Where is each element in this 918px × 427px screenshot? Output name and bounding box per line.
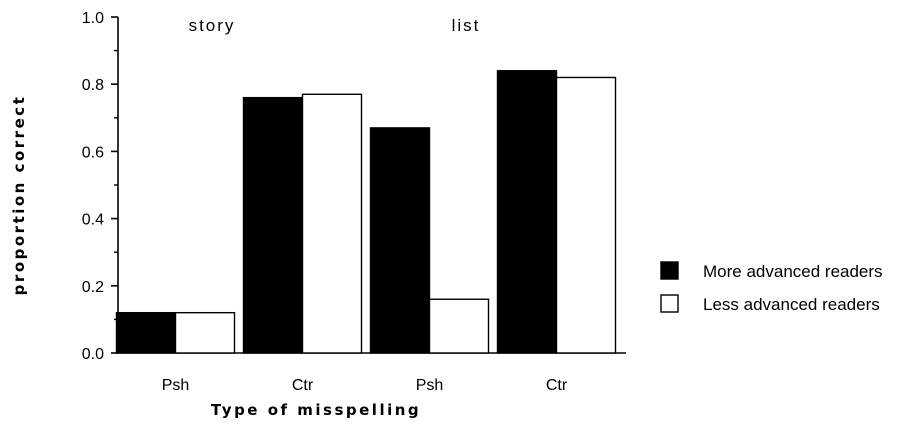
x-tick-label: Ctr <box>546 377 568 394</box>
legend-swatch-less-advanced <box>660 294 679 313</box>
y-tick-label: 0.6 <box>82 144 104 161</box>
bar-less-advanced-2 <box>428 298 490 354</box>
legend: More advanced readers Less advanced reade… <box>660 261 883 314</box>
x-tick-label: Ctr <box>292 377 314 394</box>
x-tick-label: Psh <box>416 377 444 394</box>
bars <box>115 70 617 354</box>
x-tick-label: Psh <box>162 377 190 394</box>
y-tick-label: 0.0 <box>82 346 104 363</box>
y-tick-label: 1.0 <box>82 10 104 27</box>
group-label-story: story <box>189 16 236 35</box>
group-label-list: list <box>452 16 481 35</box>
legend-label: Less advanced readers <box>703 295 880 314</box>
bar-less-advanced-0 <box>174 311 236 354</box>
bar-less-advanced-3 <box>555 76 617 354</box>
group-labels: story list <box>189 16 481 35</box>
legend-swatch-more-advanced <box>660 261 679 280</box>
bar-more-advanced-2 <box>369 127 431 354</box>
y-axis-title: proportion correct <box>10 95 28 296</box>
y-tick-label: 0.4 <box>82 212 104 229</box>
x-tick-labels: Psh Ctr Psh Ctr <box>162 377 568 394</box>
y-tick-label: 0.8 <box>82 77 104 94</box>
x-axis-title: Type of misspelling <box>211 401 421 419</box>
y-tick-label: 0.2 <box>82 279 104 296</box>
y-ticks: 0.0 0.2 0.4 0.6 0.8 1.0 <box>82 10 118 363</box>
bar-more-advanced-0 <box>115 311 177 354</box>
bar-more-advanced-3 <box>496 70 558 354</box>
bar-less-advanced-1 <box>301 93 363 354</box>
bar-more-advanced-1 <box>242 96 304 354</box>
legend-label: More advanced readers <box>703 262 883 281</box>
